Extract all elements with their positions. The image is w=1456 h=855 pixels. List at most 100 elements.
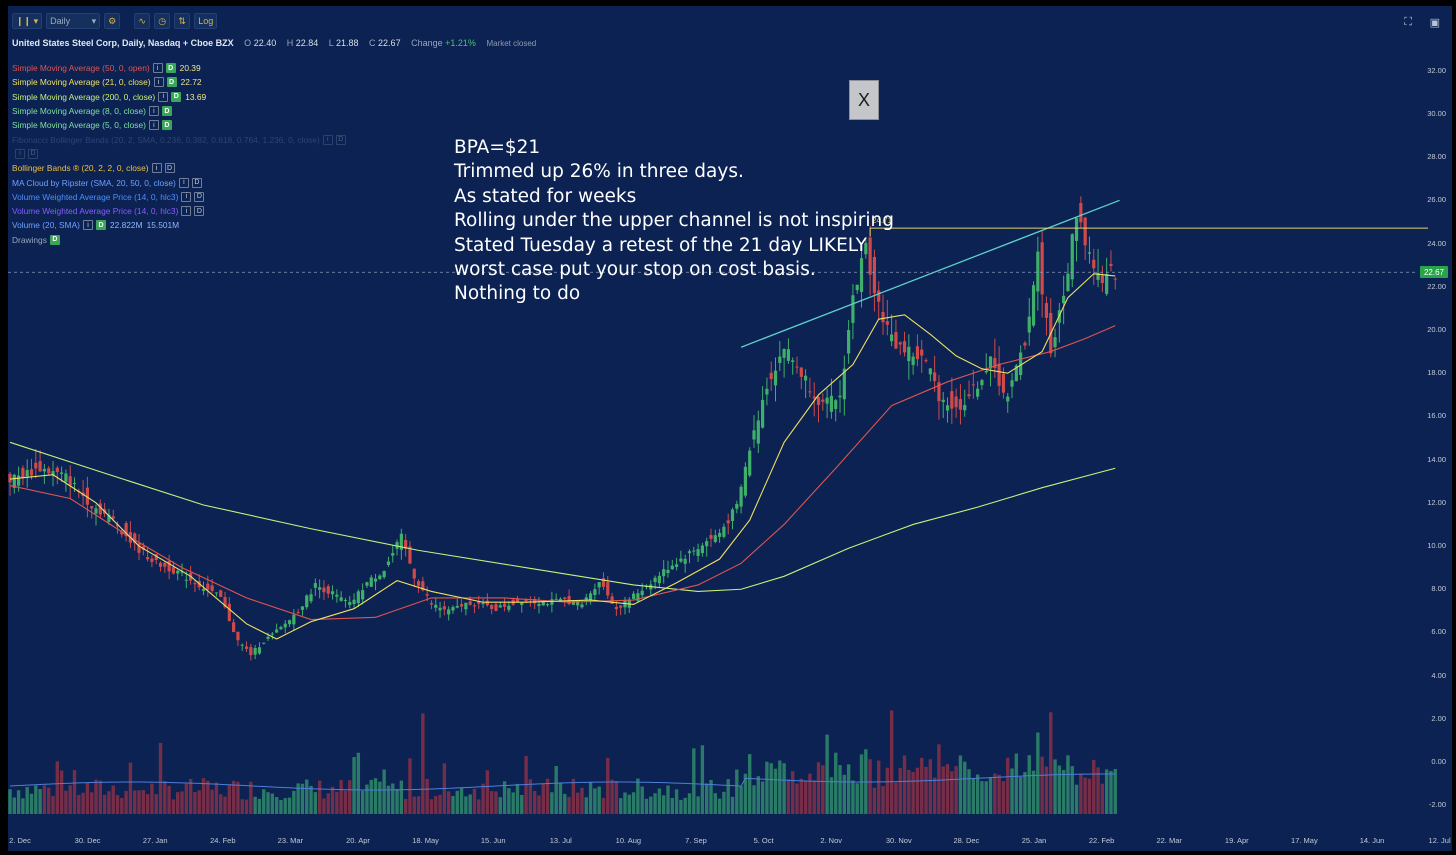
indicators-icon[interactable]: ∿ <box>134 13 151 29</box>
fullscreen-icon[interactable]: ⛶ <box>1404 16 1412 28</box>
volume-bar <box>1053 759 1057 814</box>
gear-icon[interactable]: ⚙ <box>104 13 121 29</box>
legend-row[interactable]: Bollinger Bands ® (20, 2, 2, 0, close) i D <box>12 161 346 175</box>
legend-row[interactable]: Fibonacci Bollinger Bands (20, 2, SMA, 0… <box>12 132 346 146</box>
volume-bar <box>692 748 696 814</box>
volume-bar <box>42 785 47 814</box>
settings-icon[interactable]: i <box>151 163 162 174</box>
volume-bar <box>120 798 124 814</box>
visibility-toggle-icon[interactable]: D <box>49 234 60 245</box>
volume-bar <box>644 798 649 814</box>
candle-body <box>812 396 816 399</box>
legend-row[interactable]: Volume Weighted Average Price (14, 0, hl… <box>12 204 346 218</box>
market-status: Market closed <box>486 39 537 48</box>
legend-row[interactable]: Volume (20, SMA) i D 22.822M 15.501M <box>12 218 346 232</box>
visibility-toggle-icon[interactable]: D <box>171 91 182 102</box>
candle-body <box>954 396 958 408</box>
log-scale-button[interactable]: Log <box>194 13 218 29</box>
clock-icon[interactable]: ◷ <box>154 13 171 29</box>
volume-bar <box>537 795 541 814</box>
candle-body <box>868 237 872 275</box>
legend-row[interactable]: Simple Moving Average (200, 0, close) i D 1… <box>12 90 346 104</box>
candle-body <box>709 535 713 539</box>
volume-bar <box>59 770 64 814</box>
candle-body <box>842 368 846 400</box>
volume-bar <box>769 763 773 814</box>
legend-row[interactable]: Drawings D <box>12 233 346 247</box>
high-label: H <box>286 38 294 48</box>
candle-body <box>72 483 77 485</box>
candle-body <box>726 520 730 524</box>
volume-bar <box>907 770 911 814</box>
chart-area[interactable]: 24.71 ❙❙ ▾ Daily ▾ ⚙ ∿ ◷ ⇅ Log ⛶ ▣ Unite… <box>8 6 1452 851</box>
volume-bar <box>859 754 864 814</box>
camera-icon[interactable]: ▣ <box>1429 17 1440 29</box>
x-tick-label: 25. Jan <box>1021 836 1047 845</box>
volume-bar <box>378 781 382 814</box>
candle-body <box>735 503 739 509</box>
volume-bar <box>158 742 163 814</box>
candle-body <box>90 506 94 509</box>
close-button[interactable]: X <box>849 80 879 120</box>
visibility-toggle-icon[interactable]: D <box>194 191 205 202</box>
legend-label: Simple Moving Average (200, 0, close) <box>12 91 156 102</box>
settings-icon[interactable]: i <box>82 220 93 231</box>
candle-body <box>1092 259 1096 269</box>
visibility-toggle-icon[interactable]: D <box>194 206 205 217</box>
symbol-name: United States Steel Corp, Daily, Nasdaq … <box>12 38 234 48</box>
volume-bar <box>945 764 950 814</box>
legend-row[interactable]: Simple Moving Average (5, 0, close) i D <box>12 118 346 132</box>
visibility-toggle-icon[interactable]: D <box>161 120 172 131</box>
volume-bar <box>296 783 300 814</box>
candle-body <box>894 332 898 349</box>
volume-bar <box>167 785 171 814</box>
settings-icon[interactable]: i <box>15 148 25 159</box>
volume-bar <box>459 787 464 814</box>
candle-body <box>382 571 386 578</box>
volume-bar <box>339 780 343 814</box>
settings-icon[interactable]: i <box>322 134 333 145</box>
settings-icon[interactable]: i <box>148 106 159 117</box>
x-tick-label: 14. Jun <box>1359 836 1385 845</box>
price-chart[interactable]: 24.71 <box>8 6 1452 851</box>
visibility-toggle-icon[interactable]: D <box>165 63 176 74</box>
settings-icon[interactable]: i <box>152 63 163 74</box>
x-tick-label: 30. Dec <box>74 836 101 845</box>
visibility-toggle-icon[interactable]: D <box>161 106 172 117</box>
volume-bar <box>188 778 193 814</box>
volume-bar <box>1092 759 1096 814</box>
visibility-toggle-icon[interactable]: D <box>191 177 202 188</box>
legend-row[interactable]: Simple Moving Average (21, 0, close) i D 22… <box>12 75 346 89</box>
volume-bar <box>197 790 201 814</box>
settings-icon[interactable]: i <box>153 77 164 88</box>
candle-body <box>137 543 141 553</box>
candle-body <box>799 367 803 377</box>
settings-icon[interactable]: i <box>181 191 192 202</box>
candle-body <box>687 551 692 554</box>
volume-bar <box>412 796 416 814</box>
settings-icon[interactable]: i <box>158 91 169 102</box>
compare-icon[interactable]: ⇅ <box>174 13 191 29</box>
candles-icon[interactable]: ❙❙ ▾ <box>12 13 43 29</box>
legend-row[interactable]: Simple Moving Average (50, 0, open) i D 20.… <box>12 61 346 75</box>
settings-icon[interactable]: i <box>148 120 159 131</box>
settings-icon[interactable]: i <box>178 177 189 188</box>
y-tick-label: 32.00 <box>1427 65 1446 75</box>
legend-label: Volume Weighted Average Price (14, 0, hl… <box>12 191 179 202</box>
legend-row[interactable]: MA Cloud by Ripster (SMA, 20, 50, 0, clo… <box>12 175 346 189</box>
visibility-toggle-icon[interactable]: D <box>164 163 175 174</box>
legend-row[interactable]: Simple Moving Average (8, 0, close) i D <box>12 104 346 118</box>
interval-select[interactable]: Daily ▾ <box>46 13 101 29</box>
volume-bar <box>141 790 146 814</box>
legend-row[interactable]: Volume Weighted Average Price (14, 0, hl… <box>12 190 346 204</box>
visibility-toggle-icon[interactable]: D <box>95 220 106 231</box>
volume-bar <box>726 779 730 814</box>
candle-body <box>1079 203 1083 223</box>
volume-bar <box>386 785 391 814</box>
visibility-toggle-icon[interactable]: D <box>166 77 177 88</box>
candle-body <box>890 334 894 342</box>
visibility-toggle-icon[interactable]: D <box>335 134 346 145</box>
settings-icon[interactable]: i <box>181 206 192 217</box>
visibility-toggle-icon[interactable]: D <box>28 148 38 159</box>
